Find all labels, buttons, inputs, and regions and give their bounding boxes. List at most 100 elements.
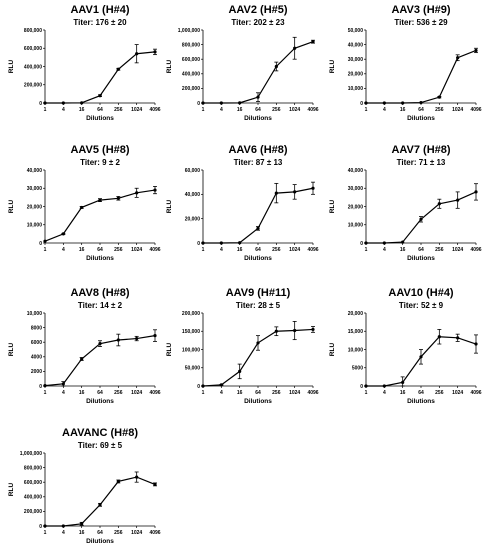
chart-8-title: AAV10 (H#4) bbox=[388, 287, 454, 299]
chart-8-ytick-label: 15,000 bbox=[348, 329, 364, 335]
chart-8-xtick-label: 16 bbox=[400, 390, 406, 396]
chart-0-xtick-label: 256 bbox=[114, 107, 123, 113]
chart-5-panel: AAV7 (H#8) Titer: 71 ± 13 0 10,000 20,000 30,… bbox=[329, 144, 482, 262]
chart-6-data-point bbox=[116, 338, 120, 342]
chart-9-xtick-label: 256 bbox=[114, 530, 123, 536]
chart-5-ytick-label: 40,000 bbox=[348, 168, 364, 174]
chart-1-ytick-label: 0 bbox=[197, 101, 200, 107]
chart-9-data-point bbox=[98, 503, 102, 507]
chart-4-xtick-label: 4096 bbox=[307, 247, 318, 253]
chart-2-ytick-label: 0 bbox=[360, 101, 363, 107]
chart-0-data-point bbox=[61, 101, 65, 105]
chart-9-subtitle: Titer: 69 ± 5 bbox=[78, 441, 123, 450]
chart-4-ytick-label: 40,000 bbox=[185, 192, 201, 198]
chart-3-panel: AAV5 (H#8) Titer: 9 ± 2 0 10,000 20,000 30,00… bbox=[8, 144, 161, 262]
chart-0-xtick-label: 4096 bbox=[149, 107, 160, 113]
chart-0-ytick-label: 800,000 bbox=[24, 28, 42, 34]
chart-1-xtick-label: 64 bbox=[255, 107, 261, 113]
chart-5-xtick-label: 4096 bbox=[470, 247, 481, 253]
chart-6-ytick-label: 0 bbox=[39, 384, 42, 390]
chart-6-data-point bbox=[43, 384, 47, 388]
chart-6-data-point bbox=[98, 342, 102, 346]
chart-7-ytick-label: 200,000 bbox=[182, 311, 200, 317]
chart-9-series-line bbox=[45, 476, 156, 527]
chart-9-ytick-label: 800,000 bbox=[24, 465, 42, 471]
chart-9-xtick-label: 4096 bbox=[149, 530, 160, 536]
chart-4-xtick-label: 16 bbox=[237, 247, 243, 253]
chart-9-data-point bbox=[61, 524, 65, 528]
chart-2-xlabel: Dilutions bbox=[407, 115, 435, 122]
chart-2-ytick-label: 10,000 bbox=[348, 86, 364, 92]
chart-0-ytick-label: 400,000 bbox=[24, 64, 42, 70]
chart-8-data-point bbox=[437, 335, 441, 339]
chart-2-data-point bbox=[456, 56, 460, 60]
chart-8-ytick-label: 10,000 bbox=[348, 347, 364, 353]
chart-7-data-point bbox=[219, 383, 223, 387]
chart-4-panel: AAV6 (H#8) Titer: 87 ± 13 0 20,000 40,000 60,… bbox=[166, 144, 319, 262]
chart-5-xtick-label: 1024 bbox=[452, 247, 463, 253]
chart-4-data-point bbox=[293, 190, 297, 194]
chart-2-series-line bbox=[366, 49, 477, 104]
chart-7-subtitle: Titer: 28 ± 5 bbox=[236, 301, 281, 310]
chart-2-xtick-label: 1 bbox=[365, 107, 368, 113]
chart-3-data-point bbox=[135, 191, 139, 195]
chart-8-data-point bbox=[474, 342, 478, 346]
chart-8-xtick-label: 1 bbox=[365, 390, 368, 396]
chart-5-data-point bbox=[364, 241, 368, 245]
chart-7-xtick-label: 64 bbox=[255, 390, 261, 396]
chart-8-xtick-label: 4 bbox=[383, 390, 386, 396]
chart-3-data-point bbox=[43, 239, 47, 243]
chart-6-xtick-label: 256 bbox=[114, 390, 123, 396]
chart-4-data-point bbox=[311, 186, 315, 190]
chart-7-data-point bbox=[311, 327, 315, 332]
chart-6-ytick-label: 2000 bbox=[31, 369, 42, 375]
chart-5-data-point bbox=[382, 241, 386, 245]
chart-5-data-point bbox=[401, 240, 405, 244]
chart-4-xtick-label: 1 bbox=[202, 247, 205, 253]
chart-1-xtick-label: 4096 bbox=[307, 107, 318, 113]
chart-1-data-point bbox=[219, 101, 223, 105]
chart-0-data-point bbox=[98, 94, 102, 98]
chart-5-ytick-label: 20,000 bbox=[348, 204, 364, 210]
chart-7-ytick-label: 50,000 bbox=[185, 366, 201, 372]
chart-0-ytick-label: 600,000 bbox=[24, 46, 42, 52]
chart-2-ytick-label: 20,000 bbox=[348, 72, 364, 78]
chart-5-xtick-label: 4 bbox=[383, 247, 386, 253]
chart-1-ytick-label: 800,000 bbox=[182, 42, 200, 48]
chart-9-xlabel: Dilutions bbox=[86, 538, 114, 545]
chart-2-xtick-label: 64 bbox=[418, 107, 424, 113]
chart-4-data-point bbox=[219, 241, 223, 245]
chart-5-xtick-label: 256 bbox=[435, 247, 444, 253]
chart-3-xtick-label: 1 bbox=[44, 247, 47, 253]
chart-0-xtick-label: 4 bbox=[62, 107, 65, 113]
chart-0-ylabel: RLU bbox=[8, 60, 15, 74]
chart-3-data-point bbox=[61, 232, 65, 236]
chart-5-data-point bbox=[474, 190, 478, 194]
chart-5-ytick-label: 0 bbox=[360, 241, 363, 247]
chart-6-data-point bbox=[135, 336, 139, 341]
chart-1-data-point bbox=[311, 40, 315, 44]
chart-5-ytick-label: 30,000 bbox=[348, 186, 364, 192]
chart-8-xtick-label: 1024 bbox=[452, 390, 463, 396]
chart-2-data-point bbox=[474, 48, 478, 53]
chart-4-xlabel: Dilutions bbox=[244, 255, 272, 262]
chart-7-xtick-label: 1024 bbox=[289, 390, 300, 396]
chart-9-ytick-label: 1,000,000 bbox=[20, 451, 42, 457]
chart-8-ytick-label: 5000 bbox=[352, 366, 363, 372]
chart-0-data-point bbox=[80, 101, 84, 105]
chart-3-ytick-label: 20,000 bbox=[27, 204, 43, 210]
chart-0-data-point bbox=[43, 101, 47, 105]
chart-7-data-point bbox=[293, 328, 297, 333]
chart-1-subtitle: Titer: 202 ± 23 bbox=[231, 18, 285, 27]
chart-7-ylabel: RLU bbox=[166, 343, 173, 357]
chart-2-data-point bbox=[401, 101, 405, 105]
chart-7-title: AAV9 (H#11) bbox=[226, 287, 291, 299]
chart-1-xtick-label: 4 bbox=[220, 107, 223, 113]
chart-1-title: AAV2 (H#5) bbox=[228, 4, 287, 16]
chart-6-xtick-label: 16 bbox=[79, 390, 85, 396]
chart-7-data-point bbox=[201, 384, 205, 388]
chart-9-ytick-label: 600,000 bbox=[24, 480, 42, 486]
chart-7-xtick-label: 1 bbox=[202, 390, 205, 396]
chart-3-ylabel: RLU bbox=[8, 200, 15, 214]
